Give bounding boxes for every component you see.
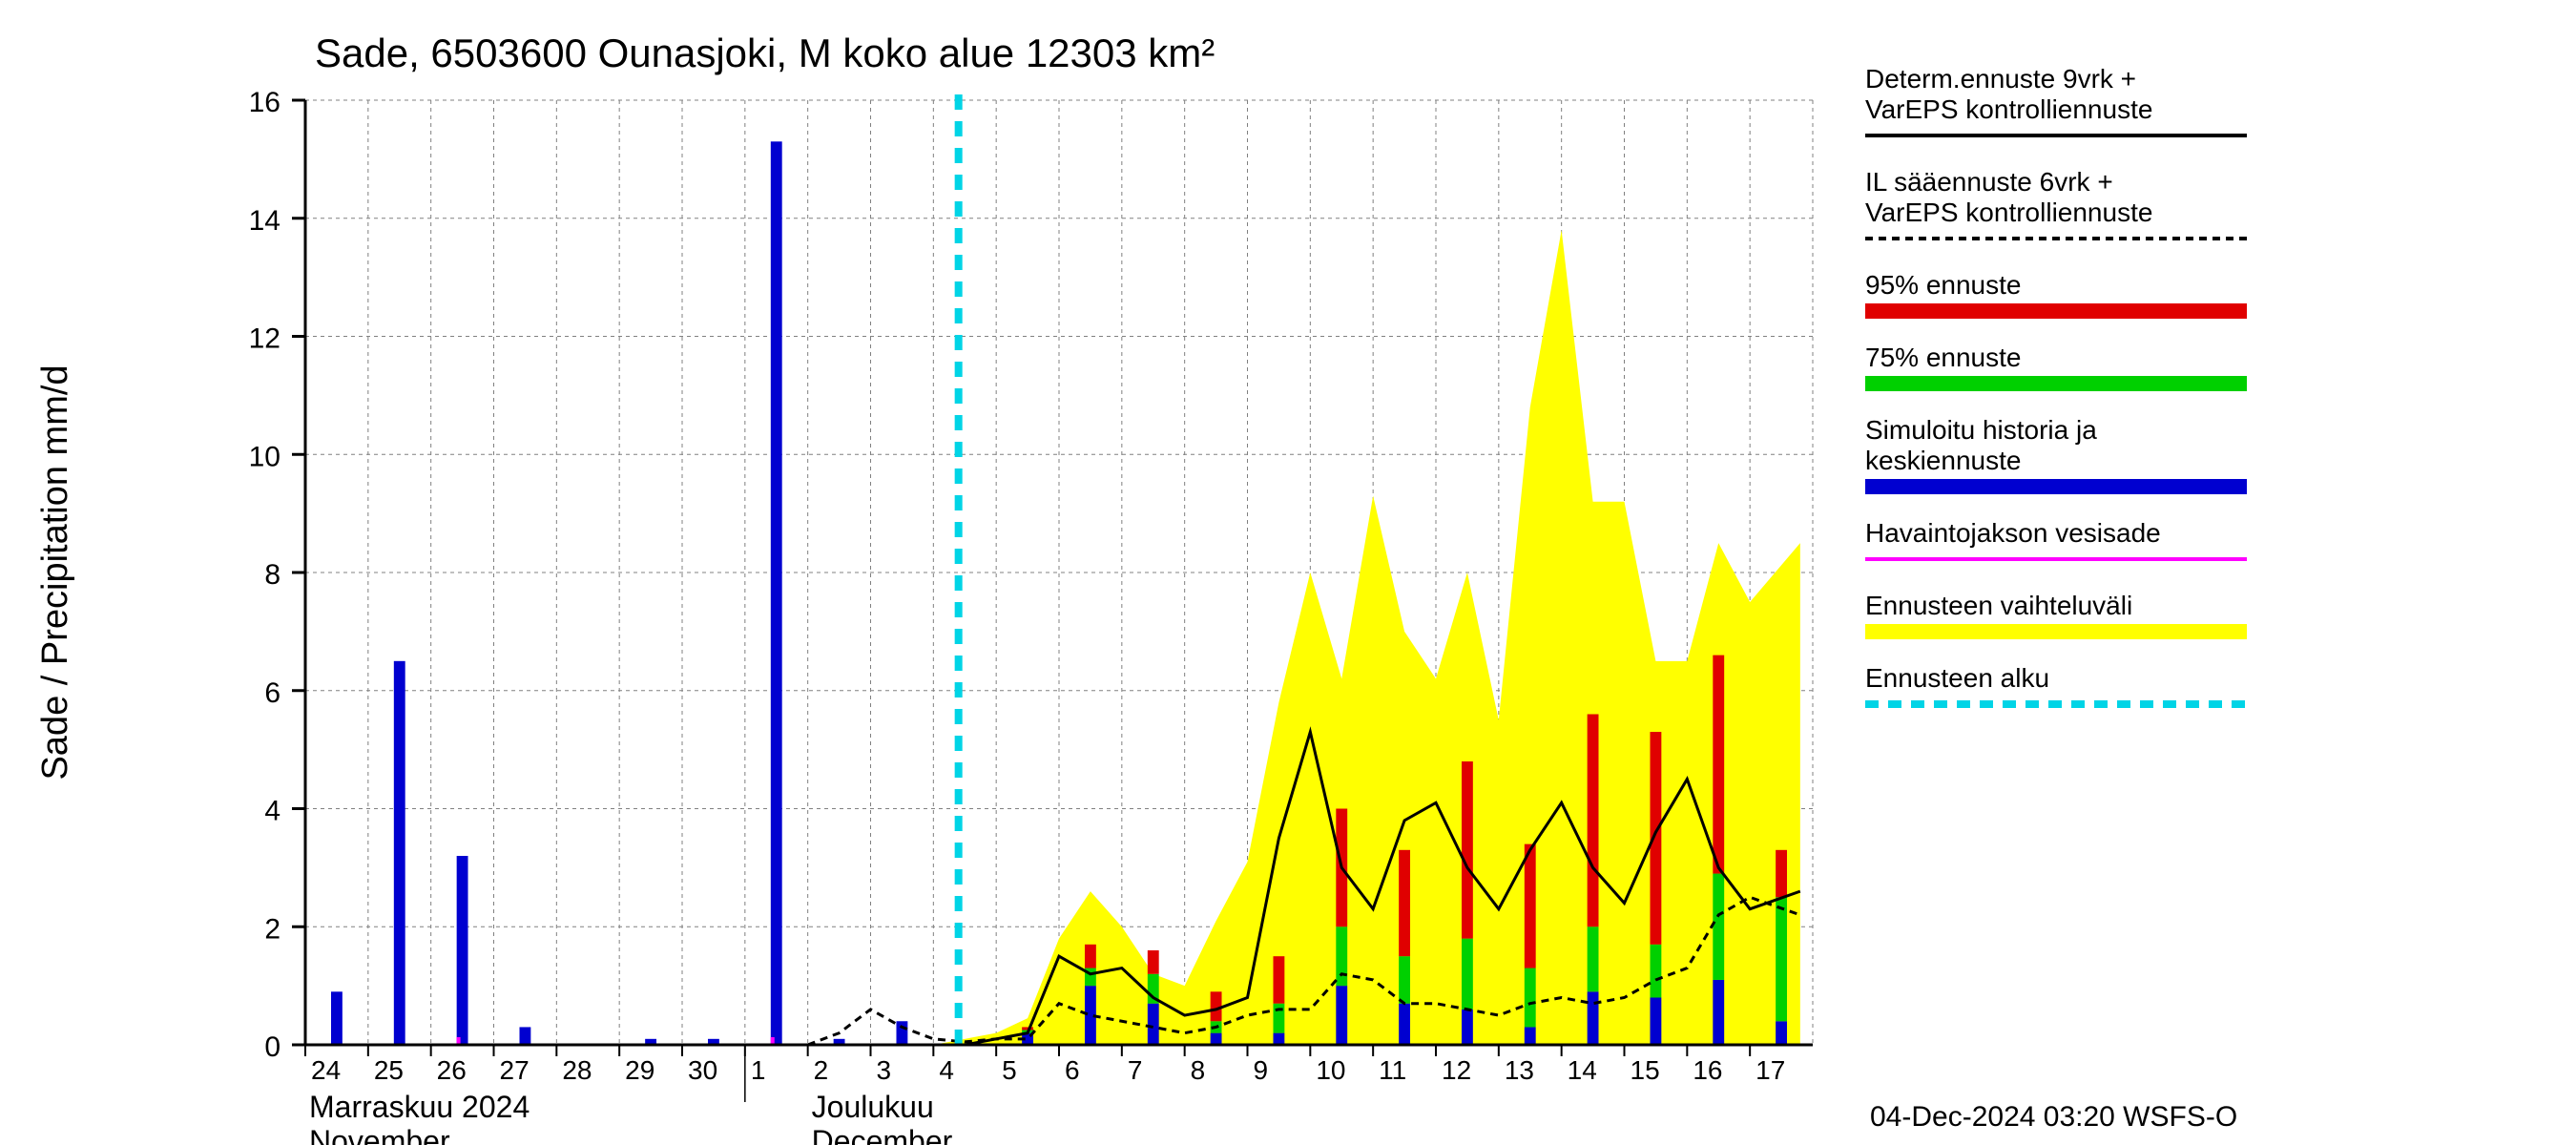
svg-text:11: 11 xyxy=(1379,1055,1406,1085)
svg-text:keskiennuste: keskiennuste xyxy=(1865,446,2021,475)
precipitation-chart: 0246810121416242526272829301234567891011… xyxy=(0,0,2576,1145)
svg-text:Marraskuu 2024: Marraskuu 2024 xyxy=(309,1090,530,1124)
svg-text:6: 6 xyxy=(1065,1055,1080,1085)
svg-text:28: 28 xyxy=(562,1055,592,1085)
svg-text:Sade, 6503600 Ounasjoki, M kok: Sade, 6503600 Ounasjoki, M koko alue 123… xyxy=(315,31,1215,75)
svg-text:IL sääennuste 6vrk +: IL sääennuste 6vrk + xyxy=(1865,167,2113,197)
svg-text:16: 16 xyxy=(1693,1055,1722,1085)
svg-text:VarEPS kontrolliennuste: VarEPS kontrolliennuste xyxy=(1865,198,2152,227)
svg-text:0: 0 xyxy=(264,1031,280,1063)
chart-svg: 0246810121416242526272829301234567891011… xyxy=(0,0,2576,1145)
svg-text:04-Dec-2024 03:20 WSFS-O: 04-Dec-2024 03:20 WSFS-O xyxy=(1870,1101,2237,1133)
svg-text:16: 16 xyxy=(249,87,280,118)
svg-text:14: 14 xyxy=(1568,1055,1597,1085)
svg-text:95% ennuste: 95% ennuste xyxy=(1865,270,2021,300)
svg-text:3: 3 xyxy=(877,1055,892,1085)
svg-text:1: 1 xyxy=(751,1055,766,1085)
svg-text:75% ennuste: 75% ennuste xyxy=(1865,343,2021,372)
svg-text:7: 7 xyxy=(1128,1055,1143,1085)
svg-text:Joulukuu: Joulukuu xyxy=(812,1090,934,1124)
svg-text:17: 17 xyxy=(1755,1055,1785,1085)
svg-text:2: 2 xyxy=(264,913,280,945)
svg-text:29: 29 xyxy=(625,1055,654,1085)
svg-text:Ennusteen vaihteluväli: Ennusteen vaihteluväli xyxy=(1865,591,2132,620)
svg-text:12: 12 xyxy=(249,323,280,355)
svg-text:VarEPS kontrolliennuste: VarEPS kontrolliennuste xyxy=(1865,94,2152,124)
svg-text:12: 12 xyxy=(1442,1055,1471,1085)
svg-text:9: 9 xyxy=(1254,1055,1269,1085)
svg-text:8: 8 xyxy=(1191,1055,1206,1085)
svg-text:24: 24 xyxy=(311,1055,341,1085)
svg-text:6: 6 xyxy=(264,677,280,709)
svg-text:13: 13 xyxy=(1505,1055,1534,1085)
svg-text:Determ.ennuste 9vrk +: Determ.ennuste 9vrk + xyxy=(1865,64,2136,94)
svg-text:10: 10 xyxy=(1316,1055,1345,1085)
svg-text:December: December xyxy=(812,1124,953,1145)
svg-text:5: 5 xyxy=(1002,1055,1017,1085)
svg-text:Havaintojakson vesisade: Havaintojakson vesisade xyxy=(1865,518,2161,548)
svg-text:8: 8 xyxy=(264,559,280,591)
svg-text:10: 10 xyxy=(249,441,280,472)
svg-text:4: 4 xyxy=(939,1055,954,1085)
svg-text:30: 30 xyxy=(688,1055,717,1085)
svg-text:Ennusteen alku: Ennusteen alku xyxy=(1865,663,2049,693)
svg-text:26: 26 xyxy=(437,1055,467,1085)
svg-text:14: 14 xyxy=(249,205,280,237)
svg-text:November: November xyxy=(309,1124,450,1145)
svg-text:4: 4 xyxy=(264,796,280,827)
svg-text:25: 25 xyxy=(374,1055,404,1085)
svg-text:15: 15 xyxy=(1631,1055,1660,1085)
svg-text:Simuloitu historia ja: Simuloitu historia ja xyxy=(1865,415,2097,445)
svg-text:2: 2 xyxy=(814,1055,829,1085)
svg-text:Sade / Precipitation mm/d: Sade / Precipitation mm/d xyxy=(35,364,75,780)
svg-text:27: 27 xyxy=(500,1055,530,1085)
